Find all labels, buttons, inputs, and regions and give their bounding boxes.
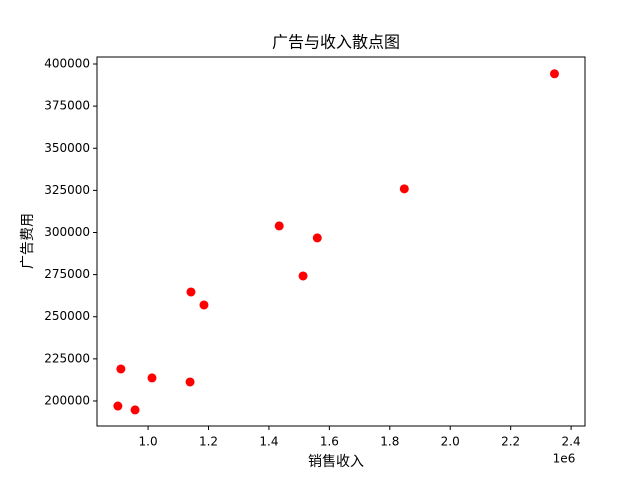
y-tick-label: 300000 xyxy=(44,225,90,239)
x-tick-label: 1.4 xyxy=(259,435,278,449)
x-axis-label: 销售收入 xyxy=(308,454,364,470)
y-tick-label: 200000 xyxy=(44,393,90,407)
point xyxy=(147,373,157,383)
chart-title: 广告与收入散点图 xyxy=(272,33,400,52)
point xyxy=(113,401,123,411)
point xyxy=(116,364,126,374)
point xyxy=(199,300,209,310)
x-tick-label: 1.2 xyxy=(199,435,218,449)
x-tick-label: 2.2 xyxy=(501,435,520,449)
x-tick-label: 2.4 xyxy=(562,435,581,449)
x-offset-label: 1e6 xyxy=(553,452,576,466)
y-tick-label: 400000 xyxy=(44,57,90,71)
point xyxy=(298,271,308,281)
y-tick-label: 325000 xyxy=(44,183,90,197)
point xyxy=(549,69,559,79)
y-tick-label: 350000 xyxy=(44,141,90,155)
point xyxy=(312,233,322,243)
point xyxy=(185,377,195,387)
point xyxy=(130,405,140,415)
plot-frame xyxy=(96,56,586,427)
x-tick-label: 2.0 xyxy=(441,435,460,449)
point xyxy=(186,287,196,297)
x-tick-label: 1.6 xyxy=(320,435,339,449)
y-tick-label: 250000 xyxy=(44,309,90,323)
point xyxy=(274,221,284,231)
point xyxy=(399,184,409,194)
y-tick-label: 225000 xyxy=(44,351,90,365)
x-tick-label: 1.8 xyxy=(380,435,399,449)
x-tick-label: 1.0 xyxy=(139,435,158,449)
y-tick-label: 275000 xyxy=(44,267,90,281)
y-tick-label: 375000 xyxy=(44,99,90,113)
y-axis-label: 广告费用 xyxy=(20,213,36,269)
